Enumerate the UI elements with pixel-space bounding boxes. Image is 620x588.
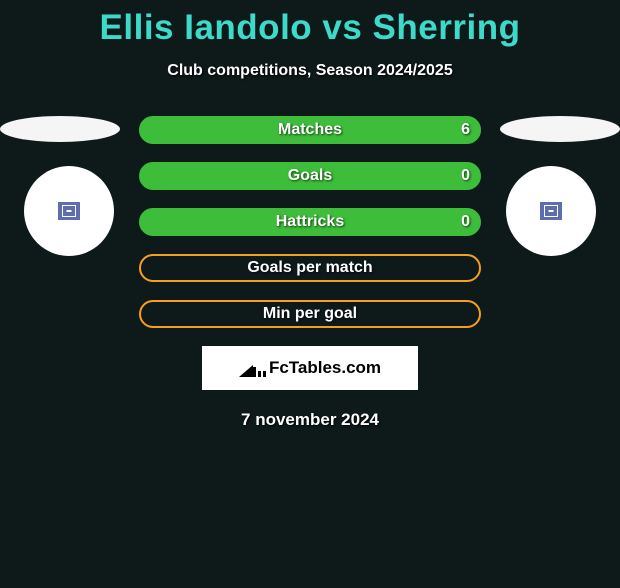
placeholder-image-icon — [540, 202, 562, 220]
stat-bar: Min per goal — [139, 300, 481, 328]
right-shadow-ellipse — [500, 116, 620, 142]
stat-label: Hattricks — [276, 213, 344, 231]
stat-label: Goals — [288, 167, 332, 185]
stat-value-right: 6 — [461, 121, 470, 139]
player-right-avatar — [506, 166, 596, 256]
stat-bar: Goals per match — [139, 254, 481, 282]
stat-bars: Matches 6 Goals 0 Hattricks 0 Goals per match M… — [139, 116, 481, 328]
fctables-logo: FcTables.com — [202, 346, 418, 390]
stat-label: Min per goal — [263, 305, 357, 323]
fctables-logo-text: FcTables.com — [269, 358, 381, 378]
date-label: 7 november 2024 — [0, 410, 620, 430]
stat-bar: Matches 6 — [139, 116, 481, 144]
placeholder-image-icon — [58, 202, 80, 220]
stat-value-right: 0 — [461, 167, 470, 185]
stat-label: Matches — [278, 121, 342, 139]
left-shadow-ellipse — [0, 116, 120, 142]
fctables-chart-icon — [239, 359, 263, 377]
subtitle: Club competitions, Season 2024/2025 — [0, 62, 620, 80]
stat-value-right: 0 — [461, 213, 470, 231]
stat-bar: Hattricks 0 — [139, 208, 481, 236]
player-left-avatar — [24, 166, 114, 256]
comparison-area: Matches 6 Goals 0 Hattricks 0 Goals per match M… — [0, 116, 620, 430]
page-title: Ellis Iandolo vs Sherring — [0, 8, 620, 48]
stat-label: Goals per match — [247, 259, 372, 277]
stat-bar: Goals 0 — [139, 162, 481, 190]
